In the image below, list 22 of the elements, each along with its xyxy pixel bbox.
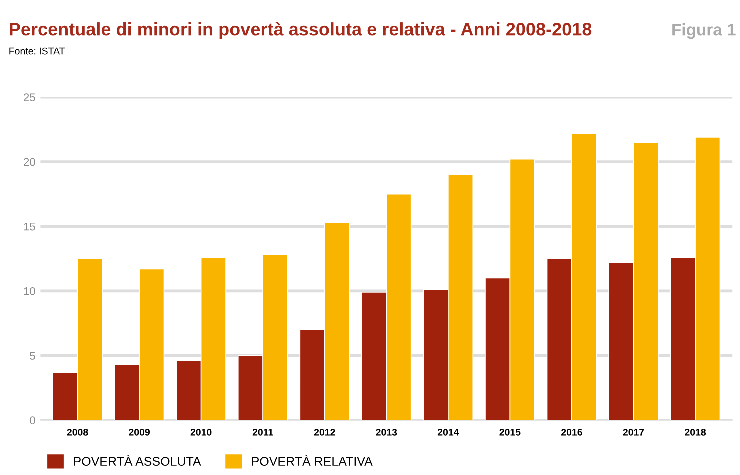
y-tick-label: 15 xyxy=(24,222,36,231)
x-tick-label: 2014 xyxy=(438,428,460,436)
x-tick-label: 2013 xyxy=(376,428,398,436)
y-tick-label: 20 xyxy=(24,158,36,166)
chart-title: Percentuale di minori in povertà assoluta e relativa - Anni 2008-2018 xyxy=(10,22,592,40)
x-tick-label: 2009 xyxy=(129,428,150,436)
text: Figura 1 xyxy=(672,24,736,40)
y-tick-label: 0 xyxy=(30,416,36,425)
x-tick-label: 2011 xyxy=(252,428,274,436)
source-note: Fonte: ISTAT xyxy=(10,48,66,55)
x-tick-label: 2012 xyxy=(314,428,336,436)
x-tick-label: 2015 xyxy=(500,428,521,436)
x-tick-label: 2017 xyxy=(623,428,644,436)
y-tick-label: 25 xyxy=(24,94,36,102)
legend-label: POVERTÀ ASSOLUTA xyxy=(74,455,202,466)
y-tick-label: 10 xyxy=(24,287,36,296)
x-tick-label: 2018 xyxy=(685,428,706,436)
x-tick-label: 2008 xyxy=(67,428,88,436)
y-tick-label: 5 xyxy=(30,352,36,360)
legend-label: POVERTÀ RELATIVA xyxy=(252,455,373,466)
x-tick-label: 2016 xyxy=(562,428,582,436)
x-tick-label: 2010 xyxy=(190,428,212,436)
